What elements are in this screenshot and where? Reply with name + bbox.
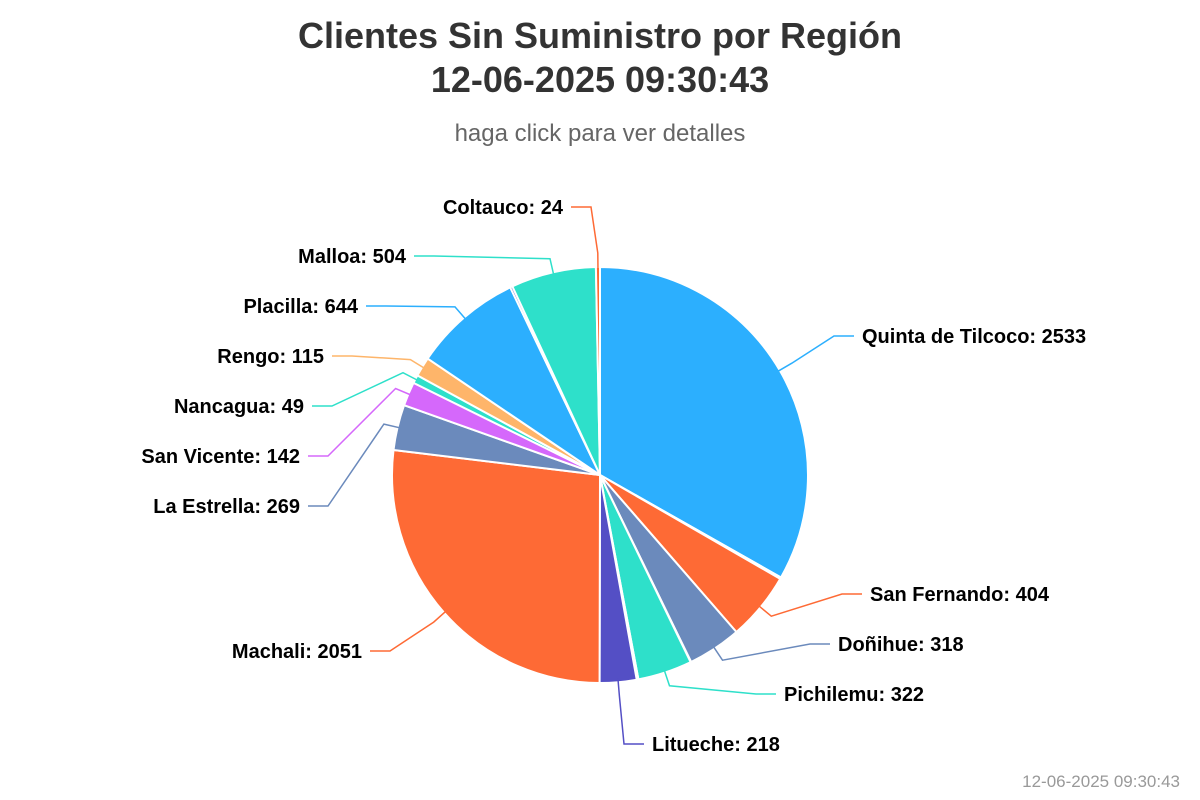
label-connectors — [308, 206, 862, 745]
data-label-placilla[interactable]: Placilla: 644 — [243, 296, 358, 318]
data-label-donihue[interactable]: Doñihue: 318 — [838, 634, 964, 656]
data-label-pichilemu[interactable]: Pichilemu: 322 — [784, 684, 924, 706]
connector-san-fernando — [756, 593, 862, 618]
connector-san-vicente — [308, 387, 413, 457]
data-label-nancagua[interactable]: Nancagua: 49 — [174, 396, 304, 418]
data-label-san-vicente[interactable]: San Vicente: 142 — [141, 446, 300, 468]
pie-slice-machali[interactable] — [391, 449, 601, 684]
data-label-litueche[interactable]: Litueche: 218 — [652, 734, 780, 756]
connector-placilla — [366, 305, 468, 321]
data-label-malloa[interactable]: Malloa: 504 — [298, 246, 407, 268]
connector-machali — [370, 609, 448, 652]
data-labels: Quinta de Tilcoco: 2533 San Fernando: 404… — [141, 197, 1086, 756]
connector-pichilemu — [663, 668, 776, 695]
data-label-coltauco[interactable]: Coltauco: 24 — [443, 197, 564, 219]
connector-la-estrella — [308, 423, 402, 507]
data-label-la-estrella[interactable]: La Estrella: 269 — [153, 496, 300, 518]
connector-malloa — [414, 255, 555, 277]
chart-subtitle: haga click para ver detalles — [454, 120, 746, 147]
chart-title: Clientes Sin Suministro por Región 12-06… — [0, 14, 1200, 102]
chart-title-line2: 12-06-2025 09:30:43 — [430, 59, 770, 100]
pie-slices — [391, 265, 809, 685]
connector-coltauco — [571, 206, 599, 272]
connector-nancagua — [312, 371, 420, 407]
data-label-machali[interactable]: Machali: 2051 — [232, 641, 362, 663]
connector-quinta-de-tilcoco — [775, 335, 854, 373]
connector-litueche — [617, 678, 644, 745]
connector-rengo — [332, 355, 427, 370]
data-label-quinta-de-tilcoco[interactable]: Quinta de Tilcoco: 2533 — [862, 326, 1086, 348]
data-label-rengo[interactable]: Rengo: 115 — [217, 346, 324, 368]
data-label-san-fernando[interactable]: San Fernando: 404 — [870, 584, 1050, 606]
credits-timestamp: 12-06-2025 09:30:43 — [1022, 772, 1180, 791]
chart-title-line1: Clientes Sin Suministro por Región — [297, 15, 903, 56]
connector-donihue — [711, 643, 830, 662]
